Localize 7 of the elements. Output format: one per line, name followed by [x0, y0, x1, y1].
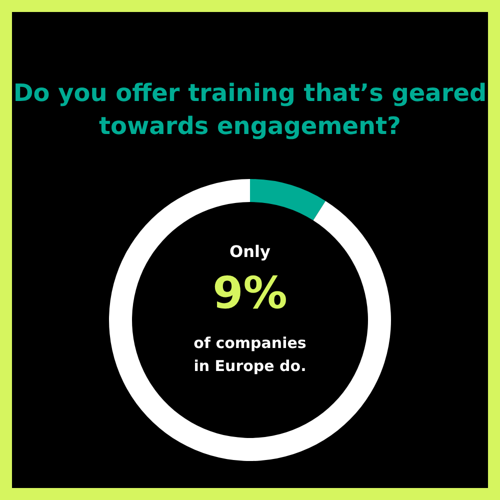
text: of companies: [194, 334, 306, 352]
text: in Europe do.: [194, 357, 306, 375]
text: 9%: [212, 268, 288, 319]
text: Only: [230, 242, 272, 261]
chart-title: Do you offer training that’s geared towards engagement?: [13, 79, 487, 140]
donut-slice: [250, 179, 326, 220]
donut-slice: [109, 179, 391, 461]
